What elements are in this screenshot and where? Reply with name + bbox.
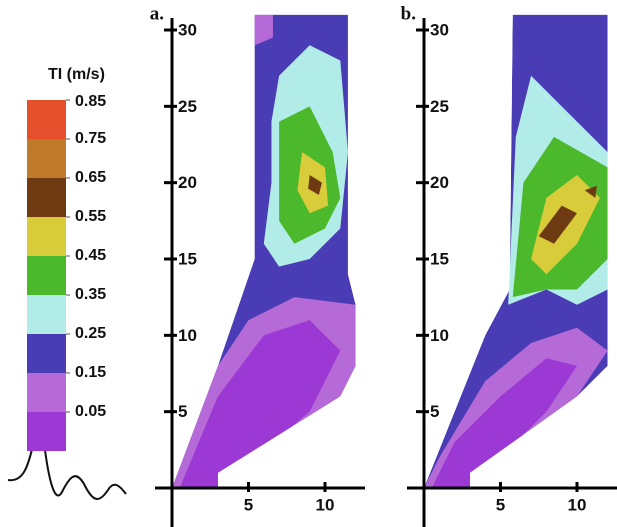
y-tick-label: 20 — [430, 173, 449, 192]
colorbar-tick-label: 0.65 — [75, 169, 106, 186]
colorbar-tick-label: 0.45 — [75, 247, 106, 264]
contour-region — [538, 205, 577, 244]
y-tick-label: 30 — [178, 20, 197, 39]
x-tick-label: 10 — [316, 495, 335, 514]
contour-region — [179, 320, 341, 488]
x-tick-label: 5 — [244, 495, 253, 514]
colorbar-tick-label: 0.75 — [75, 130, 106, 147]
colorbar-tick-label: 0.85 — [75, 93, 106, 110]
y-tick-label: 10 — [430, 326, 449, 345]
colorbar-band — [27, 256, 66, 295]
panel-label: a. — [150, 3, 164, 24]
colorbar-tick-label: 0.55 — [75, 208, 106, 225]
contour-region — [584, 185, 597, 198]
contour-region — [431, 358, 577, 488]
colorbar-band — [27, 178, 66, 217]
y-tick-label: 30 — [430, 20, 449, 39]
y-tick-label: 25 — [430, 97, 449, 116]
y-tick-label: 5 — [430, 402, 439, 421]
panel-label: b. — [401, 3, 416, 24]
colorbar-band — [27, 217, 66, 256]
x-tick-label: 5 — [496, 495, 505, 514]
y-tick-label: 5 — [178, 402, 187, 421]
colorbar-band — [27, 100, 66, 139]
colorbar-band — [27, 334, 66, 373]
y-tick-label: 10 — [178, 326, 197, 345]
colorbar-band — [27, 139, 66, 178]
contour-field — [172, 14, 356, 488]
colorbar-band — [27, 412, 66, 451]
colorbar-tick-label: 0.25 — [75, 325, 106, 342]
colorbar-tick-label: 0.05 — [75, 403, 106, 420]
colorbar-tick-label: 0.15 — [75, 364, 106, 381]
contour-region — [254, 14, 273, 46]
y-tick-label: 15 — [430, 249, 449, 268]
y-tick-label: 25 — [178, 97, 197, 116]
colorbar-band — [27, 295, 66, 334]
contour-region — [308, 175, 322, 195]
colorbar-title: TI (m/s) — [48, 66, 105, 83]
waveform-icon — [7, 426, 127, 500]
x-tick-label: 10 — [568, 495, 587, 514]
contour-field — [424, 14, 608, 488]
y-tick-label: 20 — [178, 173, 197, 192]
colorbar-band — [27, 373, 66, 412]
colorbar-tick-label: 0.35 — [75, 286, 106, 303]
y-tick-label: 15 — [178, 249, 197, 268]
